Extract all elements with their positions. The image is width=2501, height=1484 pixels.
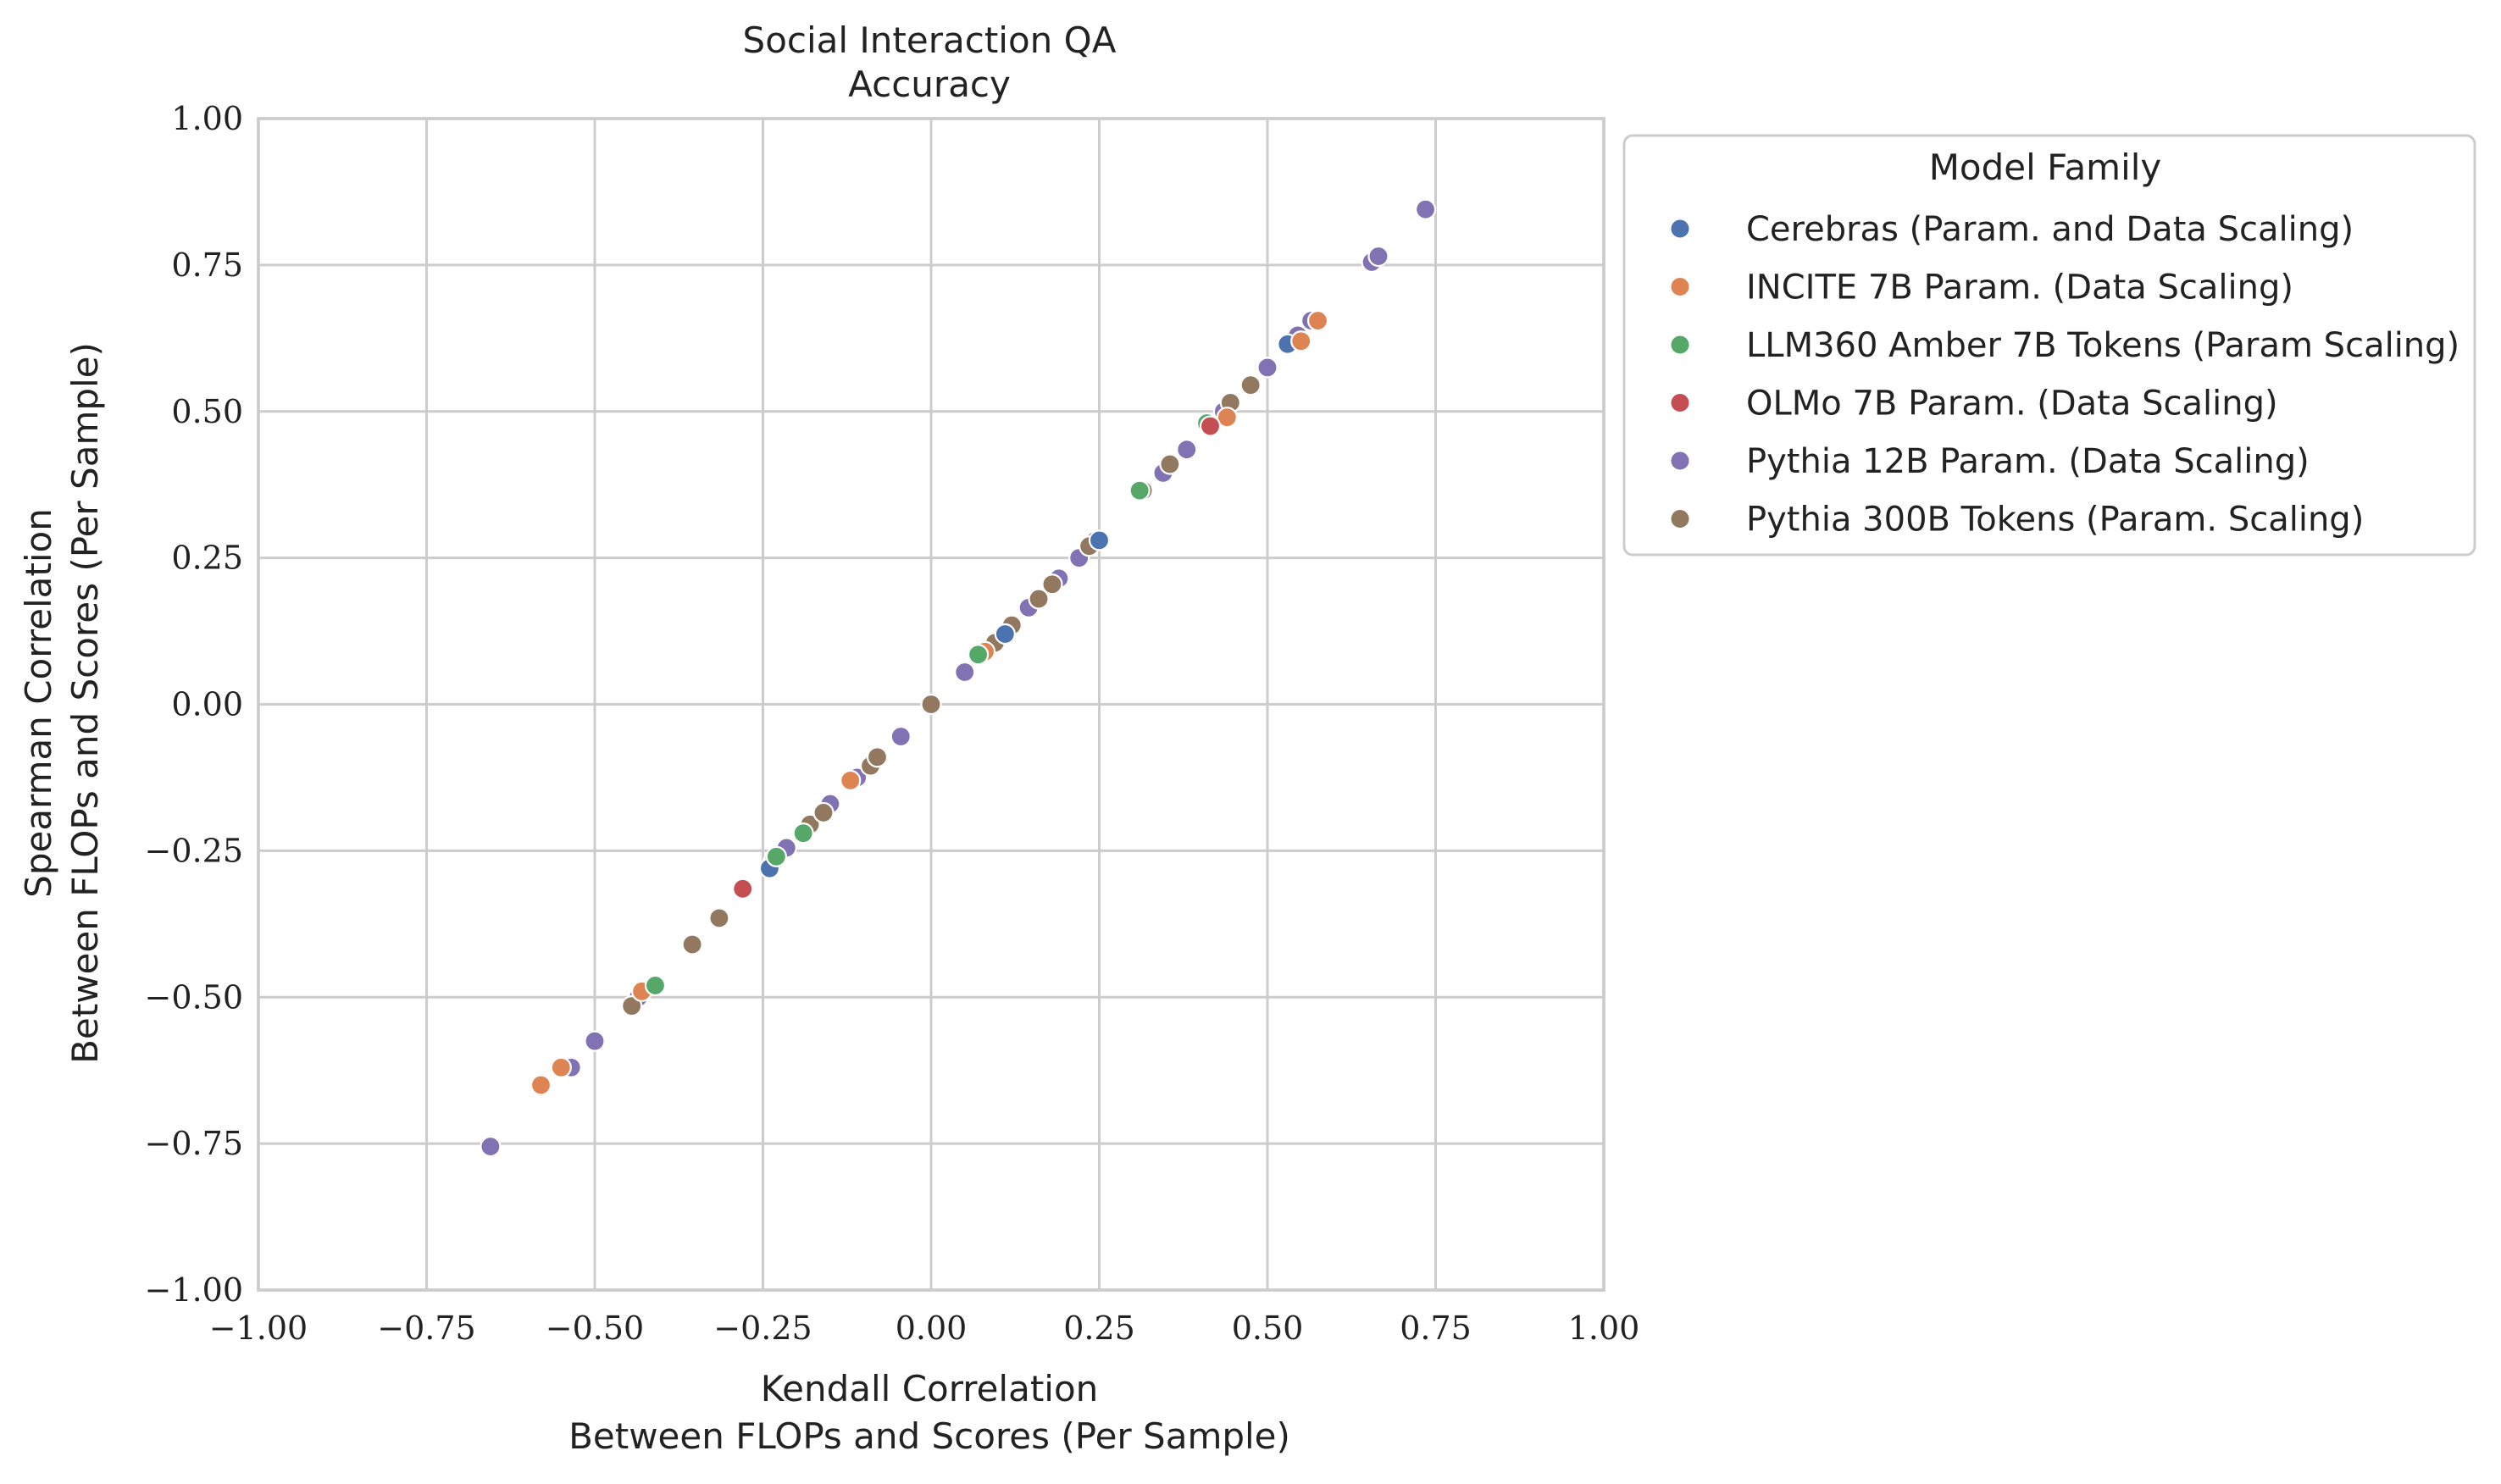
y-tick-label: 1.00 (171, 100, 243, 137)
plot-frame-border (257, 117, 1605, 1292)
data-points (480, 198, 1437, 1158)
data-point (920, 693, 942, 716)
y-tick-label: 0.00 (171, 686, 243, 723)
chart-title: Social Interaction QA Accuracy (743, 19, 1117, 105)
y-tick-label: −0.25 (145, 832, 243, 869)
data-point (994, 623, 1016, 645)
x-tick-labels: −1.00 −0.75 −0.50 −0.25 0.00 0.25 0.50 0.75 1.00 (209, 1310, 1640, 1347)
y-tick-label: 0.25 (171, 540, 243, 577)
data-point (550, 1056, 572, 1078)
data-point (1041, 573, 1063, 595)
x-axis-label-line-1: Kendall Correlation (761, 1368, 1099, 1409)
data-point (732, 878, 754, 900)
y-tick-label: −1.00 (145, 1271, 243, 1309)
x-tick-label: −0.75 (377, 1310, 475, 1347)
data-point (1159, 453, 1181, 475)
data-point (584, 1030, 606, 1052)
x-tick-label: −1.00 (209, 1310, 308, 1347)
data-point (967, 644, 990, 666)
legend-label: INCITE 7B Param. (Data Scaling) (1746, 269, 2293, 307)
data-point (708, 907, 730, 929)
data-point (812, 801, 835, 824)
data-point (1306, 309, 1329, 332)
legend-marker (1669, 392, 1691, 413)
data-point (530, 1074, 552, 1096)
chart-title-line-1: Social Interaction QA (743, 19, 1117, 61)
legend-title: Model Family (1929, 147, 2162, 188)
y-axis-label: Spearman Correlation Between FLOPs and S… (18, 342, 106, 1064)
data-point (1088, 529, 1111, 551)
data-point (480, 1135, 502, 1158)
data-point (1367, 245, 1389, 268)
data-point (792, 822, 814, 844)
x-tick-label: 0.25 (1063, 1310, 1135, 1347)
y-tick-label: 0.50 (171, 393, 243, 430)
y-axis-label-line-2: Between FLOPs and Scores (Per Sample) (64, 342, 106, 1064)
y-tick-label: 0.75 (171, 246, 243, 284)
legend-label: Cerebras (Param. and Data Scaling) (1746, 210, 2354, 249)
legend-marker (1669, 334, 1691, 356)
data-point (1414, 198, 1437, 220)
legend-marker (1669, 276, 1691, 297)
legend-label: Pythia 300B Tokens (Param. Scaling) (1746, 501, 2364, 540)
data-point (840, 769, 862, 791)
x-axis-label-line-2: Between FLOPs and Scores (Per Sample) (568, 1415, 1290, 1457)
data-point (1256, 357, 1278, 379)
y-tick-label: −0.50 (145, 978, 243, 1016)
legend-label: LLM360 Amber 7B Tokens (Param Scaling) (1746, 326, 2459, 365)
y-tick-labels: −1.00 −0.75 −0.50 −0.25 0.00 0.25 0.50 0.75 1.00 (145, 100, 243, 1309)
data-point (1290, 330, 1312, 352)
data-point (765, 845, 787, 867)
data-point (890, 725, 912, 748)
legend-marker (1669, 450, 1691, 472)
data-point (1128, 479, 1151, 501)
legend-label: Pythia 12B Param. (Data Scaling) (1746, 442, 2310, 481)
legend-box (1622, 134, 2476, 556)
data-point (1176, 439, 1198, 461)
x-tick-label: 1.00 (1568, 1310, 1640, 1347)
y-tick-label: −0.75 (145, 1125, 243, 1162)
data-point (621, 995, 643, 1017)
chart-title-line-2: Accuracy (848, 64, 1011, 105)
x-tick-label: 0.75 (1400, 1310, 1472, 1347)
x-tick-label: 0.50 (1232, 1310, 1304, 1347)
data-point (1239, 374, 1262, 396)
data-point (1199, 415, 1222, 437)
data-point (954, 661, 976, 684)
legend-items: Cerebras (Param. and Data Scaling) INCITE… (1669, 210, 2459, 540)
legend-label: OLMo 7B Param. (Data Scaling) (1746, 385, 2278, 424)
legend: Model Family Cerebras (Param. and Data S… (1622, 134, 2476, 556)
x-tick-label: −0.50 (546, 1310, 644, 1347)
data-point (681, 933, 703, 955)
legend-marker (1669, 218, 1691, 240)
data-point (1216, 407, 1238, 429)
data-point (1028, 588, 1050, 610)
data-point (644, 974, 667, 997)
data-point (866, 746, 889, 768)
x-tick-label: 0.00 (896, 1310, 968, 1347)
y-axis-label-line-1: Spearman Correlation (18, 508, 59, 898)
x-tick-label: −0.25 (713, 1310, 812, 1347)
x-axis-label: Kendall Correlation Between FLOPs and Sc… (568, 1368, 1290, 1457)
legend-marker (1669, 508, 1691, 529)
